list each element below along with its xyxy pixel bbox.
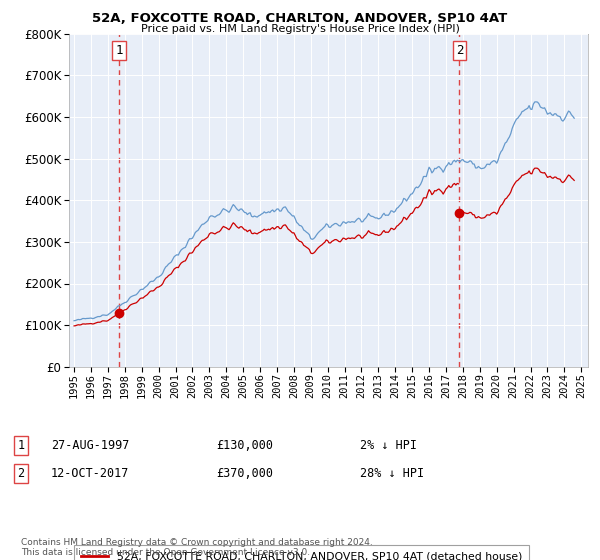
Text: 2: 2 [17, 466, 25, 480]
Text: Price paid vs. HM Land Registry's House Price Index (HPI): Price paid vs. HM Land Registry's House … [140, 24, 460, 34]
Text: £370,000: £370,000 [216, 466, 273, 480]
Text: 12-OCT-2017: 12-OCT-2017 [51, 466, 130, 480]
Text: 27-AUG-1997: 27-AUG-1997 [51, 438, 130, 452]
Text: Contains HM Land Registry data © Crown copyright and database right 2024.
This d: Contains HM Land Registry data © Crown c… [21, 538, 373, 557]
Legend: 52A, FOXCOTTE ROAD, CHARLTON, ANDOVER, SP10 4AT (detached house), HPI: Average p: 52A, FOXCOTTE ROAD, CHARLTON, ANDOVER, S… [74, 545, 529, 560]
Text: 1: 1 [115, 44, 123, 57]
Text: 1: 1 [17, 438, 25, 452]
Text: 2: 2 [455, 44, 463, 57]
Text: 52A, FOXCOTTE ROAD, CHARLTON, ANDOVER, SP10 4AT: 52A, FOXCOTTE ROAD, CHARLTON, ANDOVER, S… [92, 12, 508, 25]
Text: 2% ↓ HPI: 2% ↓ HPI [360, 438, 417, 452]
Text: £130,000: £130,000 [216, 438, 273, 452]
Text: 28% ↓ HPI: 28% ↓ HPI [360, 466, 424, 480]
